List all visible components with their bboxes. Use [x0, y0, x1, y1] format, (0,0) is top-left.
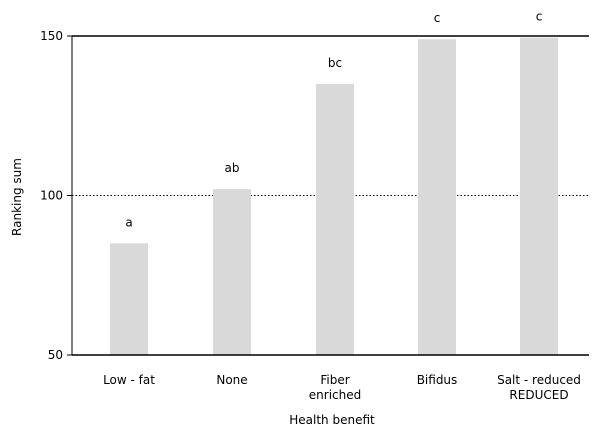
- bar-2: [316, 83, 354, 355]
- y-tick-label-150: 150: [40, 29, 63, 43]
- x-tick-label-3: Bifidus: [417, 373, 458, 387]
- x-tick-label-2: Fiber enriched: [309, 373, 361, 402]
- significance-label-4: c: [536, 10, 543, 24]
- plot-area: a Low - fat ab None bc Fiber enriched c Bifidus c…: [40, 10, 589, 402]
- significance-label-0: a: [125, 215, 132, 229]
- y-tick-label-50: 50: [48, 348, 63, 362]
- bar-4: [520, 37, 558, 355]
- x-tick-label-0: Low - fat: [103, 373, 155, 387]
- x-tick-label-4: Salt - reduced REDUCED: [497, 373, 581, 402]
- y-tick-label-100: 100: [40, 189, 63, 203]
- x-tick-label-1: None: [216, 373, 247, 387]
- bar-0: [110, 243, 148, 355]
- y-axis-title: Ranking sum: [10, 158, 24, 236]
- significance-label-2: bc: [328, 56, 342, 70]
- bar-1: [213, 189, 251, 355]
- bar-3: [418, 39, 456, 355]
- significance-label-3: c: [434, 11, 441, 25]
- x-axis-title: Health benefit: [289, 413, 375, 427]
- significance-label-1: ab: [225, 161, 240, 175]
